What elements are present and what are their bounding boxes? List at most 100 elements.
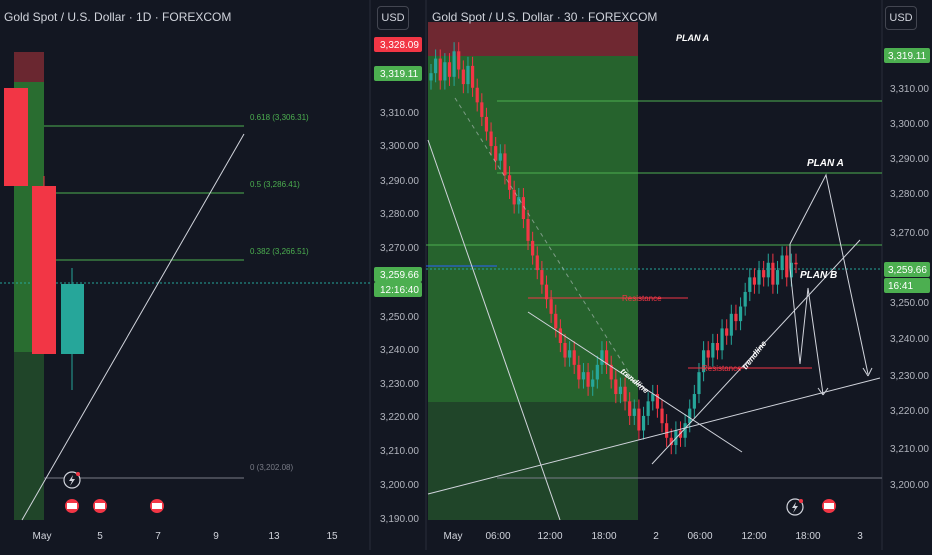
left-dark-zone <box>14 352 44 520</box>
right-chart-title: Gold Spot / U.S. Dollar · 30 · FOREXCOM <box>432 10 658 24</box>
candle-body <box>655 394 659 409</box>
left-flag-glyph-3 <box>152 503 162 509</box>
middle-axis-tick: 3,220.00 <box>380 412 419 423</box>
candle-body <box>766 262 770 278</box>
candle-body <box>572 350 576 365</box>
candle-body <box>512 189 516 205</box>
right-currency-button[interactable]: USD <box>885 6 917 30</box>
left-fib-diagonal <box>21 133 245 521</box>
middle-axis-tick: 3,290.00 <box>380 176 419 187</box>
right-event-icons[interactable] <box>786 498 836 516</box>
plan-a-top-label: PLAN A <box>676 33 709 43</box>
right-lower-zone <box>428 402 638 520</box>
right-axis-tick: 3,290.00 <box>890 154 929 165</box>
candle-body <box>609 364 613 380</box>
candle-body <box>600 350 604 365</box>
candle-body <box>692 394 696 409</box>
left-candle-2 <box>32 186 56 354</box>
right-x-axis: May 06:00 12:00 18:00 2 06:00 12:00 18:00 3 <box>444 531 864 542</box>
candle-body <box>549 299 553 314</box>
candle-body <box>540 270 544 285</box>
candle-body <box>429 73 433 81</box>
right-axis-tick: 3,210.00 <box>890 444 929 455</box>
candle-body <box>785 255 789 278</box>
middle-badge-bg <box>374 267 422 282</box>
candle-body <box>526 219 530 241</box>
middle-axis-tick: 3,280.00 <box>380 209 419 220</box>
middle-badge-bg <box>374 282 422 297</box>
candle-body <box>678 430 683 438</box>
middle-axis-tick: 3,210.00 <box>380 446 419 457</box>
candle-body <box>734 313 738 322</box>
candle-body <box>581 372 586 380</box>
middle-badge-bg <box>374 37 422 52</box>
trendline-up <box>651 239 861 465</box>
candle-body <box>688 408 692 424</box>
left-fib-label: 0.5 (3,286.41) <box>250 180 300 189</box>
dashed-downtrend-line <box>454 97 641 391</box>
right-target-zone <box>428 56 638 402</box>
left-x-label: 13 <box>268 531 280 542</box>
right-axis-tick: 3,220.00 <box>890 406 929 417</box>
candle-body <box>720 328 724 351</box>
candle-body <box>752 277 757 285</box>
candle-body <box>771 262 775 285</box>
candle-body <box>762 270 766 278</box>
right-axis-tick: 3,310.00 <box>890 84 929 95</box>
trendline-down <box>527 311 743 453</box>
right-axis-tick: 3,270.00 <box>890 228 929 239</box>
right-flag-glyph <box>824 503 834 509</box>
candle-body <box>641 415 646 431</box>
candle-body <box>475 87 479 103</box>
left-event-icons[interactable] <box>63 471 164 513</box>
long-uptrend-line <box>427 377 881 495</box>
right-x-label: 18:00 <box>591 531 616 542</box>
right-axis-tick: 3,200.00 <box>890 480 929 491</box>
candle-body <box>452 51 456 77</box>
candle-body <box>665 423 669 438</box>
middle-axis-tick: 3,240.00 <box>380 345 419 356</box>
left-currency-button[interactable]: USD <box>377 6 409 30</box>
plan-b-arrow-left <box>817 387 824 396</box>
right-badge-text: 16:41 <box>888 281 913 292</box>
right-axis-tick: 3,280.00 <box>890 189 929 200</box>
left-flag-glyph-1 <box>67 503 77 509</box>
candle-body <box>434 58 438 74</box>
right-x-label: May <box>444 531 463 542</box>
candle-body <box>535 255 539 271</box>
right-badge-bg <box>884 262 930 277</box>
middle-axis-tick: 3,270.00 <box>380 243 419 254</box>
resistance-label-2: Resistance <box>702 364 742 373</box>
right-x-label: 12:00 <box>741 531 766 542</box>
right-x-label: 06:00 <box>485 531 510 542</box>
right-badge-bg <box>884 48 930 63</box>
right-badge-text: 3,319.11 <box>888 51 927 62</box>
right-lightning-glyph <box>792 502 798 513</box>
candle-body <box>480 102 484 117</box>
candle-body <box>517 197 521 205</box>
candle-body <box>628 401 632 416</box>
candle-body <box>738 306 743 322</box>
right-badge-bg <box>884 278 930 293</box>
candle-body <box>521 197 526 220</box>
right-axis-tick: 3,230.00 <box>890 371 929 382</box>
left-candles <box>4 88 84 390</box>
candle-body <box>461 69 465 85</box>
candle-body <box>544 284 549 300</box>
right-axis-tick: 3,240.00 <box>890 334 929 345</box>
plan-a-arrow-right <box>867 367 873 377</box>
plan-a-path <box>789 173 869 375</box>
candle-body <box>554 313 558 329</box>
right-x-label: 2 <box>653 531 659 542</box>
candle-body <box>503 153 507 176</box>
left-flag-glyph-2 <box>95 503 105 509</box>
candle-body <box>715 342 720 351</box>
left-fib-label: 0.382 (3,266.51) <box>250 247 309 256</box>
right-price-axis[interactable]: 3,310.00 3,300.00 3,290.00 3,280.00 3,270.00… <box>890 84 929 491</box>
candle-body <box>706 350 710 358</box>
right-event-dot <box>799 499 803 503</box>
left-chart-area[interactable] <box>0 52 370 521</box>
candle-body <box>595 364 599 380</box>
left-chart-title: Gold Spot / U.S. Dollar · 1D · FOREXCOM <box>4 10 232 24</box>
